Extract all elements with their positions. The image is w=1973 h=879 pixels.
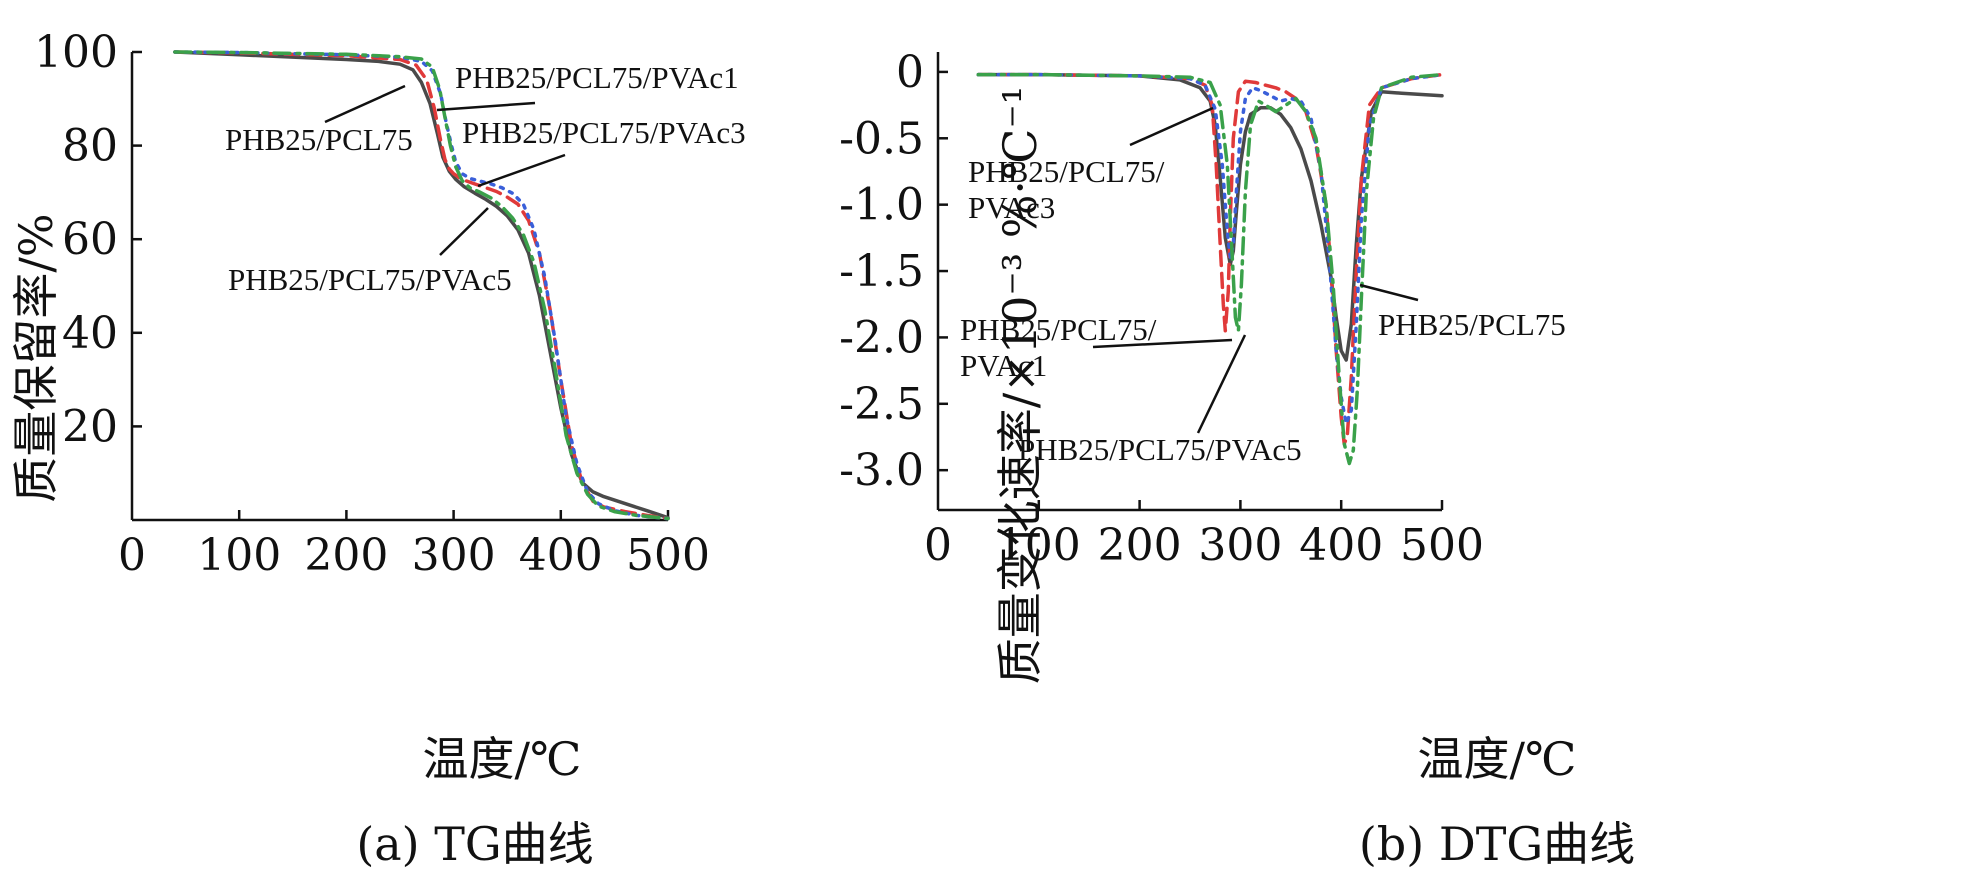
tg-y-axis-title: 质量保留率/% [9,213,63,502]
tg-y-tick-label: 100 [34,27,118,78]
dtg-y-tick-label: -2.0 [839,312,924,363]
tg-annotation-leader [324,84,406,124]
dtg-y-tick-label: -1.5 [839,246,924,297]
dtg-y-tick-label: -0.5 [839,113,924,164]
tg-x-tick-label: 500 [626,530,710,581]
dtg-annotation-leader [1359,283,1419,302]
tg-x-tick-label: 0 [118,530,146,581]
dtg-annotation-leader [1129,106,1214,147]
dtg-x-tick-label: 500 [1400,520,1484,571]
tg-annotation-label: PHB25/PCL75/PVAc5 [228,262,512,297]
tg-caption: (a) TG曲线 [356,817,593,871]
tg-annotation-leader [439,207,489,256]
tg-y-tick-label: 60 [62,214,118,265]
dtg-annotation-label: PHB25/PCL75/ [968,154,1165,189]
tg-y-tick-label: 20 [62,401,118,452]
dtg-annotation-label: PHB25/PCL75/PVAc5 [1018,432,1302,467]
tg-y-tick-label: 80 [62,121,118,172]
tg-series-line-4 [173,50,670,521]
tg-annotation-label: PHB25/PCL75 [225,122,413,157]
dtg-series-line-4 [976,72,1444,466]
dtg-y-axis-title: 质量变化速率/×10⁻³ %·℃⁻¹ [993,86,1047,684]
tg-x-tick-label: 400 [519,530,603,581]
dtg-caption: (b) DTG曲线 [1359,817,1635,871]
tg-x-tick-label: 200 [304,530,388,581]
dtg-x-tick-label: 0 [924,520,952,571]
dtg-series-line-3 [976,72,1444,426]
dtg-x-tick-label: 300 [1198,520,1282,571]
dtg-y-tick-label: -2.5 [839,379,924,430]
dtg-annotation-leader [1092,338,1233,349]
dtg-chart: 0 100 200 300 400 500 0 -0.5 -1.0 -1.5 -2.0 -2.5 -3.… [839,47,1635,871]
dtg-annotation-label: PHB25/PCL75 [1378,307,1566,342]
tg-y-tick-label: 40 [62,308,118,359]
dtg-y-tick-label: 0 [896,47,924,98]
dtg-x-tick-label: 100 [997,520,1081,571]
tg-x-tick-label: 300 [412,530,496,581]
dtg-x-tick-label: 400 [1299,520,1383,571]
dtg-series-line-2 [976,72,1444,446]
tg-chart: 0 100 200 300 400 500 20 40 60 80 100 PHB25/PCL75/… [9,27,746,871]
tg-annotation-leader [477,153,566,188]
dtg-y-tick-label: -3.0 [839,445,924,496]
dtg-annotation-label: PVAc1 [960,348,1047,383]
dtg-y-tick-label: -1.0 [839,180,924,231]
dtg-annotation-leader [1196,334,1247,434]
tg-x-tick-label: 100 [197,530,281,581]
tg-annotation-label: PHB25/PCL75/PVAc1 [455,60,739,95]
tg-annotation-leader [436,101,536,112]
dtg-x-tick-label: 200 [1098,520,1182,571]
dtg-x-axis-title: 温度/℃ [1418,732,1577,786]
tg-annotation-label: PHB25/PCL75/PVAc3 [462,115,746,150]
dtg-annotation-label: PHB25/PCL75/ [960,312,1157,347]
dtg-annotation-label: PVAc3 [968,190,1055,225]
tg-x-axis-title: 温度/℃ [423,732,582,786]
tg-series-line-3 [173,50,670,521]
